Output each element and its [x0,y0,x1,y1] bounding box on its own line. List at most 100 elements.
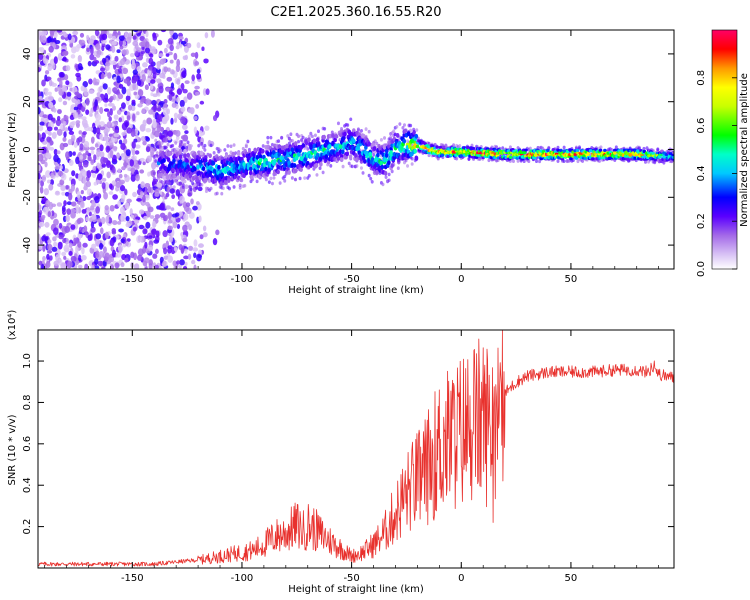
noise-speckle [103,128,109,135]
signal-cell [248,170,253,176]
spectrogram-panel: -150 -100 -50 0 50 -40 -20 0 20 40 Height of str… [7,29,675,296]
signal-halo [306,147,310,151]
noise-speckle [165,87,171,92]
noise-speckle [49,179,55,186]
noise-speckle [154,130,160,138]
noise-speckle [95,250,100,258]
noise-speckle [61,205,66,213]
signal-halo [406,164,410,168]
noise-speckle [52,236,57,242]
noise-speckle [184,80,190,85]
noise-speckle [99,126,106,131]
noise-speckle [152,34,157,42]
noise-speckle [77,55,83,63]
noise-speckle [47,210,52,218]
noise-speckle [124,155,129,160]
colorbar-tick-label: 0.2 [696,213,707,229]
signal-halo [313,133,317,138]
noise-speckle [126,36,132,44]
signal-halo [243,183,247,188]
noise-speckle [79,154,84,160]
noise-speckle [184,248,188,254]
noise-speckle [48,101,54,109]
signal-halo [175,180,179,185]
noise-speckle [77,173,83,182]
noise-speckle [182,237,188,243]
signal-cell [297,151,301,157]
noise-speckle [136,65,142,72]
noise-speckle [142,119,147,128]
signal-halo [297,139,301,144]
noise-speckle [185,202,191,207]
noise-speckle [118,117,123,123]
noise-speckle [64,127,69,132]
signal-halo [283,174,287,179]
noise-speckle [133,76,139,82]
signal-cell [569,157,573,161]
noise-speckle [152,72,157,79]
noise-speckle [95,206,100,214]
noise-speckle [137,89,144,97]
noise-speckle [72,151,76,156]
signal-cell [282,151,287,157]
noise-speckle [111,60,117,66]
noise-speckle [146,155,152,163]
noise-speckle [118,173,123,179]
noise-speckle [126,88,131,96]
noise-speckle [113,133,120,138]
noise-speckle [198,215,202,223]
noise-speckle [126,164,132,172]
signal-cell [293,141,298,146]
noise-speckle [57,171,64,177]
signal-halo [264,177,268,182]
signal-cell [178,154,183,160]
noise-speckle [123,138,128,145]
noise-speckle [96,92,101,97]
noise-speckle [60,184,66,192]
spectrogram-y-tick-label: 40 [22,48,33,61]
noise-speckle [132,113,136,122]
noise-speckle [59,179,65,186]
noise-speckle [99,144,104,152]
noise-speckle [131,62,136,70]
noise-speckle [159,202,165,211]
noise-speckle [169,59,174,64]
signal-cell [333,137,337,143]
signal-halo [155,151,159,155]
noise-speckle [114,262,120,269]
signal-halo [323,127,327,131]
noise-speckle [104,205,109,211]
signal-halo [402,123,406,127]
signal-cell [299,167,303,172]
signal-cell [403,128,408,134]
noise-speckle [158,85,164,94]
noise-speckle [65,151,70,159]
signal-halo [238,183,242,188]
noise-speckle [84,91,89,97]
noise-speckle [167,255,174,263]
noise-speckle [202,232,208,238]
noise-speckle [79,32,85,38]
signal-halo [427,153,431,158]
signal-cell [208,153,212,159]
noise-speckle [67,33,72,41]
signal-cell [372,146,377,151]
signal-halo [642,146,646,151]
noise-speckle [164,114,170,122]
signal-cell [588,149,593,153]
noise-speckle [147,244,154,252]
noise-speckle [64,225,71,233]
noise-speckle [39,186,44,194]
noise-speckle [38,58,41,63]
noise-speckle [73,141,78,148]
noise-speckle [181,70,187,79]
noise-speckle [45,260,51,269]
noise-speckle [81,116,87,121]
noise-speckle [190,80,196,85]
noise-speckle [170,117,174,125]
noise-speckle [107,111,111,118]
noise-speckle [46,142,51,151]
noise-speckle [142,194,146,203]
noise-speckle [121,86,127,95]
signal-halo [321,170,325,175]
